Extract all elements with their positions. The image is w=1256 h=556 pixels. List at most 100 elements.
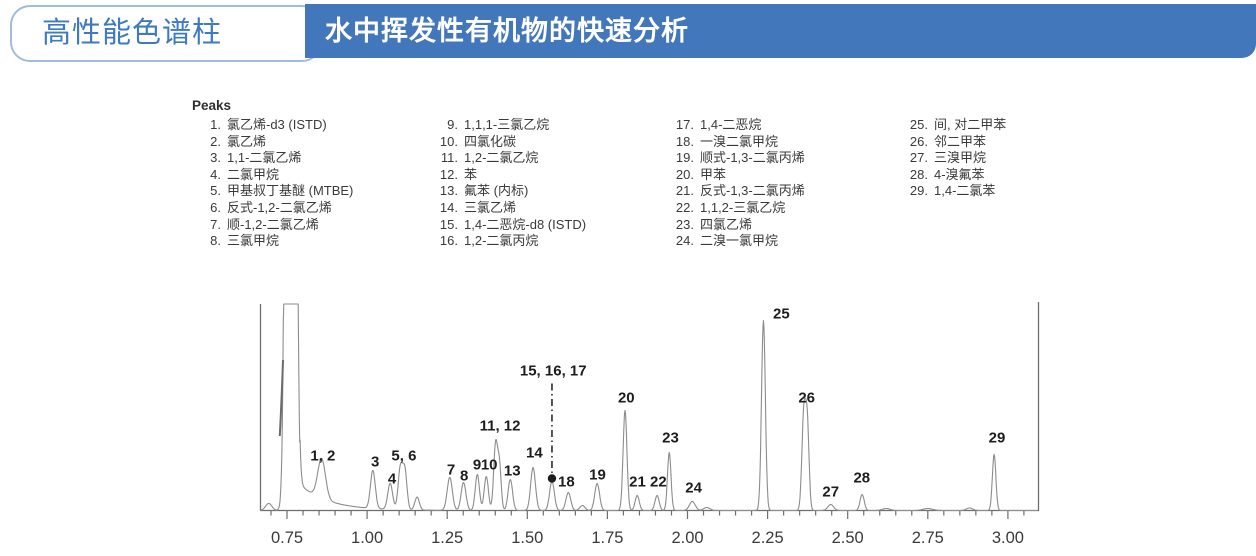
legend-item: 9. 1,1,1-三氯乙烷 [432,117,586,134]
peak-annotation: 7 [447,462,455,479]
legend-col-1: 1. 氯乙烯-d3 (ISTD) 2. 氯乙烯 3. 1,1-二氯乙烯 4. 二氯甲烷 5. 甲基… [195,117,353,250]
legend-item: 21. 反式-1,3-二氯丙烯 [668,183,805,200]
legend-item: 3. 1,1-二氯乙烯 [195,150,353,167]
peak-annotation: 20 [618,390,635,407]
legend-item-name: 1,4-二恶烷 [700,117,762,132]
legend-item-number: 4. [210,166,221,182]
legend-item: 26. 邻二甲苯 [902,134,1006,151]
peak-annotation: 13 [504,463,521,480]
x-tick-label: 1.25 [431,529,463,547]
chromatogram-trace [260,303,1038,512]
legend-item-number: 27. [909,150,928,166]
legend-item: 10. 四氯化碳 [432,134,586,151]
legend-item-name: 顺式-1,3-二氯丙烯 [700,150,805,166]
peak-annotation: 23 [662,430,679,447]
legend-item: 19. 顺式-1,3-二氯丙烯 [668,150,805,167]
legend-item-name: 1,2-二氯乙烷 [464,150,539,166]
peak-annotation: 21 [629,474,646,491]
header-banner: 水中挥发性有机物的快速分析 [305,4,1256,58]
peak-annotation: 5, 6 [391,448,416,465]
legend-col-3: 17. 1,4-二恶烷 18. 一溴二氯甲烷 19. 顺式-1,3-二氯丙烯 20. 甲苯 21… [668,117,805,250]
x-tick-label: 1.00 [351,529,383,547]
legend-item-name: 间, 对二甲苯 [934,117,1007,132]
legend-item: 12. 苯 [432,167,586,184]
legend-item: 25. 间, 对二甲苯 [902,117,1006,134]
legend-item: 11. 1,2-二氯乙烷 [432,150,586,167]
legend-item-number: 24. [675,233,694,249]
legend-item-number: 5. [210,183,221,199]
legend-item-name: 氯乙烯 [227,133,267,149]
x-tick-label: 0.75 [271,529,303,547]
legend-item-name: 氯乙烯-d3 (ISTD) [227,117,327,132]
legend-item-name: 1,1,1-三氯乙烷 [464,117,550,132]
legend-col-4: 25. 间, 对二甲苯 26. 邻二甲苯 27. 三溴甲烷 28. 4-溴氟苯 29. 1,4-二… [902,117,1006,200]
peak-annotation: 19 [589,467,606,484]
legend-col-2: 9. 1,1,1-三氯乙烷 10. 四氯化碳 11. 1,2-二氯乙烷 12. 苯 13. 氟苯 … [432,117,586,250]
legend-item: 13. 氟苯 (内标) [432,183,586,200]
peak-annotation: 1, 2 [310,448,335,465]
legend-item: 18. 一溴二氯甲烷 [668,134,805,151]
legend-item: 23. 四氯乙烯 [668,217,805,234]
legend-item-name: 二氯甲烷 [227,166,280,182]
legend-item-name: 四氯乙烯 [700,216,753,232]
legend-item-name: 1,2-二氯丙烷 [464,233,539,249]
pill-title: 高性能色谱柱 [42,17,223,49]
legend-item-name: 三氯乙烯 [464,199,517,215]
x-tick-label: 3.00 [992,529,1024,547]
legend-item-number: 14. [439,199,458,215]
banner-title: 水中挥发性有机物的快速分析 [325,16,689,46]
legend-item-name: 1,4-二恶烷-d8 (ISTD) [464,216,587,232]
legend-item: 16. 1,2-二氯丙烷 [432,233,586,250]
legend-item: 14. 三氯乙烯 [432,200,586,217]
legend-item: 24. 二溴一氯甲烷 [668,233,805,250]
peak-annotation: 10 [481,457,498,474]
peak-annotation: 18 [558,474,575,491]
peak-annotation: 11, 12 [480,418,521,435]
legend-item: 7. 顺-1,2-二氯乙烯 [195,217,353,234]
peak-annotation: 29 [989,430,1006,447]
legend-item-number: 3. [210,150,221,166]
legend-item: 28. 4-溴氟苯 [902,167,1006,184]
legend-item-number: 19. [675,150,694,166]
legend-item: 20. 甲苯 [668,167,805,184]
x-tick-label: 1.50 [511,529,543,547]
header-pill: 高性能色谱柱 [10,5,322,62]
legend-item: 29. 1,4-二氯苯 [902,183,1006,200]
legend-item-name: 反式-1,3-二氯丙烯 [700,183,805,199]
x-tick-label: 2.25 [752,529,784,547]
peak-annotation: 9 [473,457,481,474]
legend-item-name: 三氯甲烷 [227,233,280,249]
legend-item: 22. 1,1,2-三氯乙烷 [668,200,805,217]
legend-item-number: 23. [675,216,694,232]
legend-item-number: 18. [675,133,694,149]
x-tick-label: 2.75 [912,529,944,547]
legend-item-name: 二溴一氯甲烷 [700,233,779,249]
legend-item-number: 28. [909,166,928,182]
legend-item-number: 10. [439,133,458,149]
legend-item-name: 三溴甲烷 [934,150,987,166]
legend-item-name: 甲苯 [700,166,727,182]
peak-annotation: 14 [526,445,543,462]
peak-annotation: 24 [685,480,702,497]
peak-annotation: 28 [853,470,870,487]
legend-item: 6. 反式-1,2-二氯乙烯 [195,200,353,217]
legend-item-number: 9. [447,117,458,132]
legend-item-name: 1,1,2-三氯乙烷 [700,199,786,215]
peak-annotation: 27 [822,484,839,501]
legend-item-name: 1,1-二氯乙烯 [227,150,302,166]
legend-item-number: 21. [675,183,694,199]
legend-item-name: 邻二甲苯 [934,133,987,149]
legend-item-name: 苯 [464,166,478,182]
legend-item-number: 12. [439,166,458,182]
legend-item-number: 20. [675,166,694,182]
legend-item-number: 26. [909,133,928,149]
x-tick-label: 2.00 [671,529,703,547]
legend-item-name: 氟苯 (内标) [464,183,529,199]
legend-item-number: 16. [439,233,458,249]
peak-annotation: 4 [388,471,397,488]
peak-annotation: 26 [798,390,815,407]
legend-item-name: 1,4-二氯苯 [934,183,996,199]
peak-annotation: 25 [773,306,790,323]
